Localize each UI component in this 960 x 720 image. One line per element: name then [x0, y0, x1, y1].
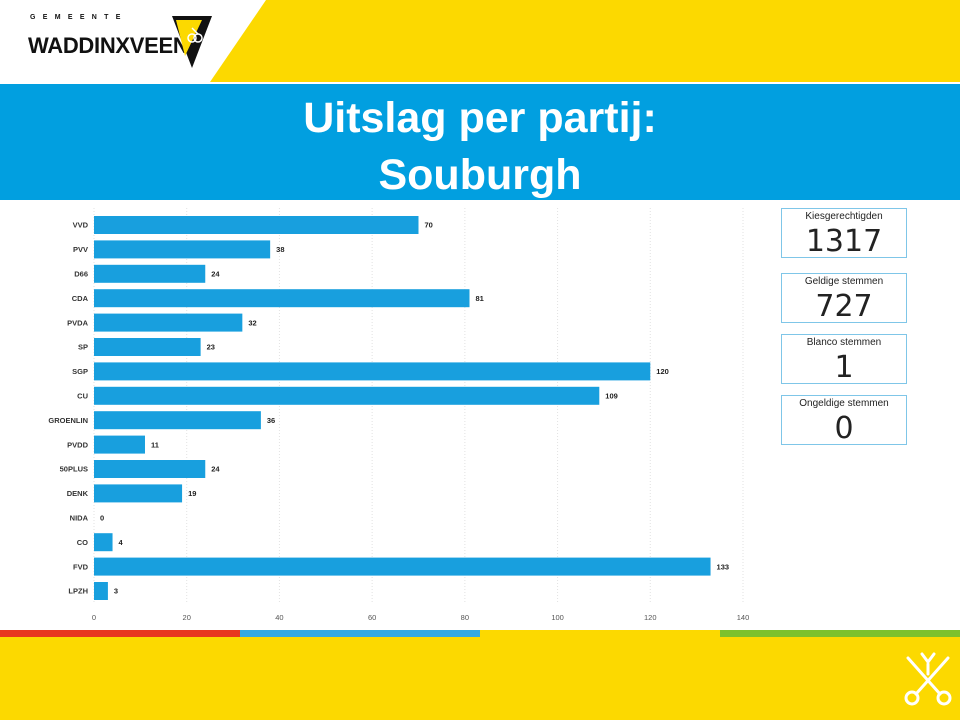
category-label: PVDA [67, 318, 88, 327]
bar [94, 533, 113, 552]
category-label: CU [77, 392, 88, 401]
data-label: 38 [276, 245, 284, 254]
category-label: 50PLUS [60, 465, 88, 474]
keys-crest-icon [904, 652, 952, 706]
data-label: 23 [207, 343, 215, 352]
data-label: 24 [211, 465, 220, 474]
x-tick-label: 20 [183, 613, 191, 622]
bottom-banner [0, 637, 960, 720]
stat-value: 727 [815, 289, 873, 324]
data-label: 81 [475, 294, 483, 303]
x-tick-label: 140 [737, 613, 750, 622]
bar [94, 435, 145, 454]
bar [94, 362, 651, 381]
stat-card-ongeldige-stemmen: Ongeldige stemmen 0 [781, 395, 907, 446]
category-label: DENK [67, 489, 89, 498]
x-tick-label: 120 [644, 613, 657, 622]
stat-value: 1 [834, 350, 854, 385]
municipality-logo: GEMEENTE WADDINXVEEN [0, 0, 240, 82]
bar [94, 582, 108, 600]
logo-name: WADDINXVEEN [28, 33, 189, 58]
category-label: CDA [72, 294, 89, 303]
x-tick-label: 60 [368, 613, 376, 622]
category-label: CO [77, 538, 88, 547]
stat-value: 1317 [805, 224, 883, 259]
data-label: 70 [425, 221, 433, 230]
strip-segment-green [720, 630, 960, 637]
bar [94, 289, 470, 308]
category-label: SP [78, 343, 88, 352]
x-tick-label: 40 [275, 613, 283, 622]
data-label: 4 [119, 538, 124, 547]
category-label: PVDD [67, 440, 88, 449]
bar [94, 484, 183, 503]
category-label: NIDA [70, 514, 89, 523]
strip-segment-blue [240, 630, 480, 637]
data-label: 120 [656, 367, 669, 376]
data-label: 19 [188, 489, 196, 498]
bar [94, 338, 201, 356]
x-tick-label: 0 [92, 613, 96, 622]
bar [94, 460, 206, 478]
title-banner [0, 84, 960, 200]
stat-label: Kiesgerechtigden [805, 211, 883, 222]
category-label: D66 [74, 270, 88, 279]
crest-icon [172, 16, 212, 68]
bar [94, 386, 600, 405]
bar [94, 411, 261, 430]
stat-card-geldige-stemmen: Geldige stemmen 727 [781, 273, 907, 324]
stat-card-kiesgerechtigden: Kiesgerechtigden 1317 [781, 208, 907, 259]
x-tick-label: 80 [461, 613, 469, 622]
data-label: 109 [605, 392, 618, 401]
page-title: Uitslag per partij: [303, 94, 657, 142]
bar [94, 240, 271, 259]
category-label: VVD [73, 221, 89, 230]
data-label: 24 [211, 270, 220, 279]
bar [94, 313, 243, 332]
top-banner [0, 0, 960, 82]
stat-label: Geldige stemmen [804, 276, 884, 287]
category-label: FVD [73, 562, 89, 571]
data-label: 11 [151, 440, 159, 449]
x-tick-label: 100 [551, 613, 564, 622]
data-label: 0 [100, 514, 104, 523]
data-label: 32 [248, 318, 256, 327]
stat-value: 0 [834, 411, 854, 446]
data-label: 36 [267, 416, 275, 425]
category-label: PVV [73, 245, 88, 254]
data-label: 3 [114, 587, 118, 596]
strip-segment-yellow [480, 630, 720, 637]
category-label: GROENLIN [48, 416, 88, 425]
data-label: 133 [717, 562, 730, 571]
stat-label: Ongeldige stemmen [799, 398, 889, 409]
stat-label: Blanco stemmen [806, 337, 882, 348]
color-strip [0, 630, 960, 637]
category-label: LPZH [68, 587, 88, 596]
stat-card-blanco-stemmen: Blanco stemmen 1 [781, 334, 907, 385]
bar [94, 216, 419, 234]
logo-municipality-label: GEMEENTE [30, 14, 128, 21]
bar [94, 264, 206, 283]
bar [94, 557, 711, 576]
page-subtitle: Souburgh [378, 151, 582, 199]
category-label: SGP [72, 367, 88, 376]
strip-segment-red [0, 630, 240, 637]
